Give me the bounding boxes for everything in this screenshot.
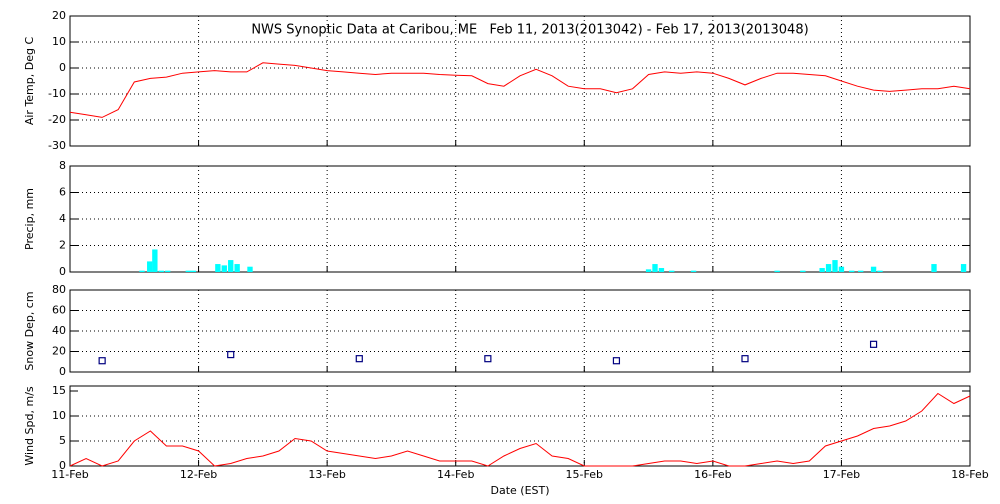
bar	[838, 266, 845, 272]
y-tick-label: 0	[59, 265, 66, 278]
bar	[645, 269, 652, 272]
bar	[960, 264, 967, 272]
y-tick-label: 20	[52, 345, 66, 358]
x-tick-label: 14-Feb	[437, 468, 474, 481]
point	[98, 357, 106, 365]
x-tick-label: 16-Feb	[694, 468, 731, 481]
point	[227, 350, 235, 359]
x-tick-label: 18-Feb	[951, 468, 988, 481]
y-tick-label: 5	[59, 434, 66, 447]
y-tick-label: 15	[52, 384, 66, 397]
y-axis-label: Air Temp, Deg C	[23, 37, 36, 126]
bar	[228, 260, 234, 272]
bar	[247, 266, 253, 272]
y-tick-label: 8	[59, 159, 66, 172]
bar	[234, 264, 240, 272]
y-tick-label: 0	[59, 61, 66, 74]
point	[869, 340, 878, 348]
bar	[800, 270, 806, 272]
y-tick-label: -30	[48, 139, 66, 152]
bar	[931, 264, 937, 272]
bar	[819, 268, 825, 272]
plot-frame	[69, 385, 971, 467]
y-axis-label: Precip, mm	[23, 188, 36, 250]
plot-frame	[69, 289, 971, 373]
y-tick-label: 4	[59, 212, 66, 225]
bar	[858, 270, 864, 272]
bar	[215, 264, 221, 272]
y-tick-label: 80	[52, 283, 66, 296]
y-axis-label: Snow Dep, cm	[23, 291, 36, 370]
x-tick-label: 12-Feb	[180, 468, 217, 481]
y-tick-label: 40	[52, 324, 66, 337]
bar	[165, 270, 171, 272]
y-tick-label: 2	[59, 239, 66, 252]
y-tick-label: 10	[52, 35, 66, 48]
bar	[690, 270, 697, 272]
y-tick-label: 0	[59, 459, 66, 472]
bar	[221, 265, 227, 272]
data-line	[69, 392, 971, 467]
bar	[185, 270, 191, 272]
point	[355, 355, 363, 363]
y-tick-label: 10	[52, 409, 66, 422]
x-tick-label: 17-Feb	[823, 468, 860, 481]
y-tick-label: -20	[48, 113, 66, 126]
bar	[152, 249, 158, 272]
bar	[832, 260, 838, 272]
plot-frame	[69, 165, 971, 273]
y-tick-label: 60	[52, 304, 66, 317]
x-axis-label: Date (EST)	[490, 484, 549, 497]
bar	[877, 270, 883, 272]
bar	[158, 270, 164, 272]
data-line	[69, 62, 971, 118]
point	[612, 357, 621, 365]
bar	[825, 264, 832, 272]
y-axis-label: Wind Spd, m/s	[23, 386, 36, 466]
y-tick-label: 20	[52, 9, 66, 22]
bar	[139, 270, 145, 272]
bar	[658, 268, 665, 272]
bar	[190, 270, 197, 272]
plot-frame	[69, 15, 971, 147]
bar	[774, 270, 780, 272]
point	[484, 355, 492, 363]
bar	[147, 261, 153, 272]
x-tick-label: 11-Feb	[51, 468, 88, 481]
chart-title: NWS Synoptic Data at Caribou, ME Feb 11,…	[251, 23, 808, 38]
bar	[870, 266, 877, 272]
y-tick-label: -10	[48, 87, 66, 100]
x-tick-label: 15-Feb	[566, 468, 603, 481]
y-tick-label: 0	[59, 365, 66, 378]
bar	[652, 264, 658, 272]
bar	[669, 270, 675, 272]
point	[741, 355, 749, 363]
y-tick-label: 6	[59, 186, 66, 199]
x-tick-label: 13-Feb	[308, 468, 345, 481]
bar	[849, 270, 855, 272]
